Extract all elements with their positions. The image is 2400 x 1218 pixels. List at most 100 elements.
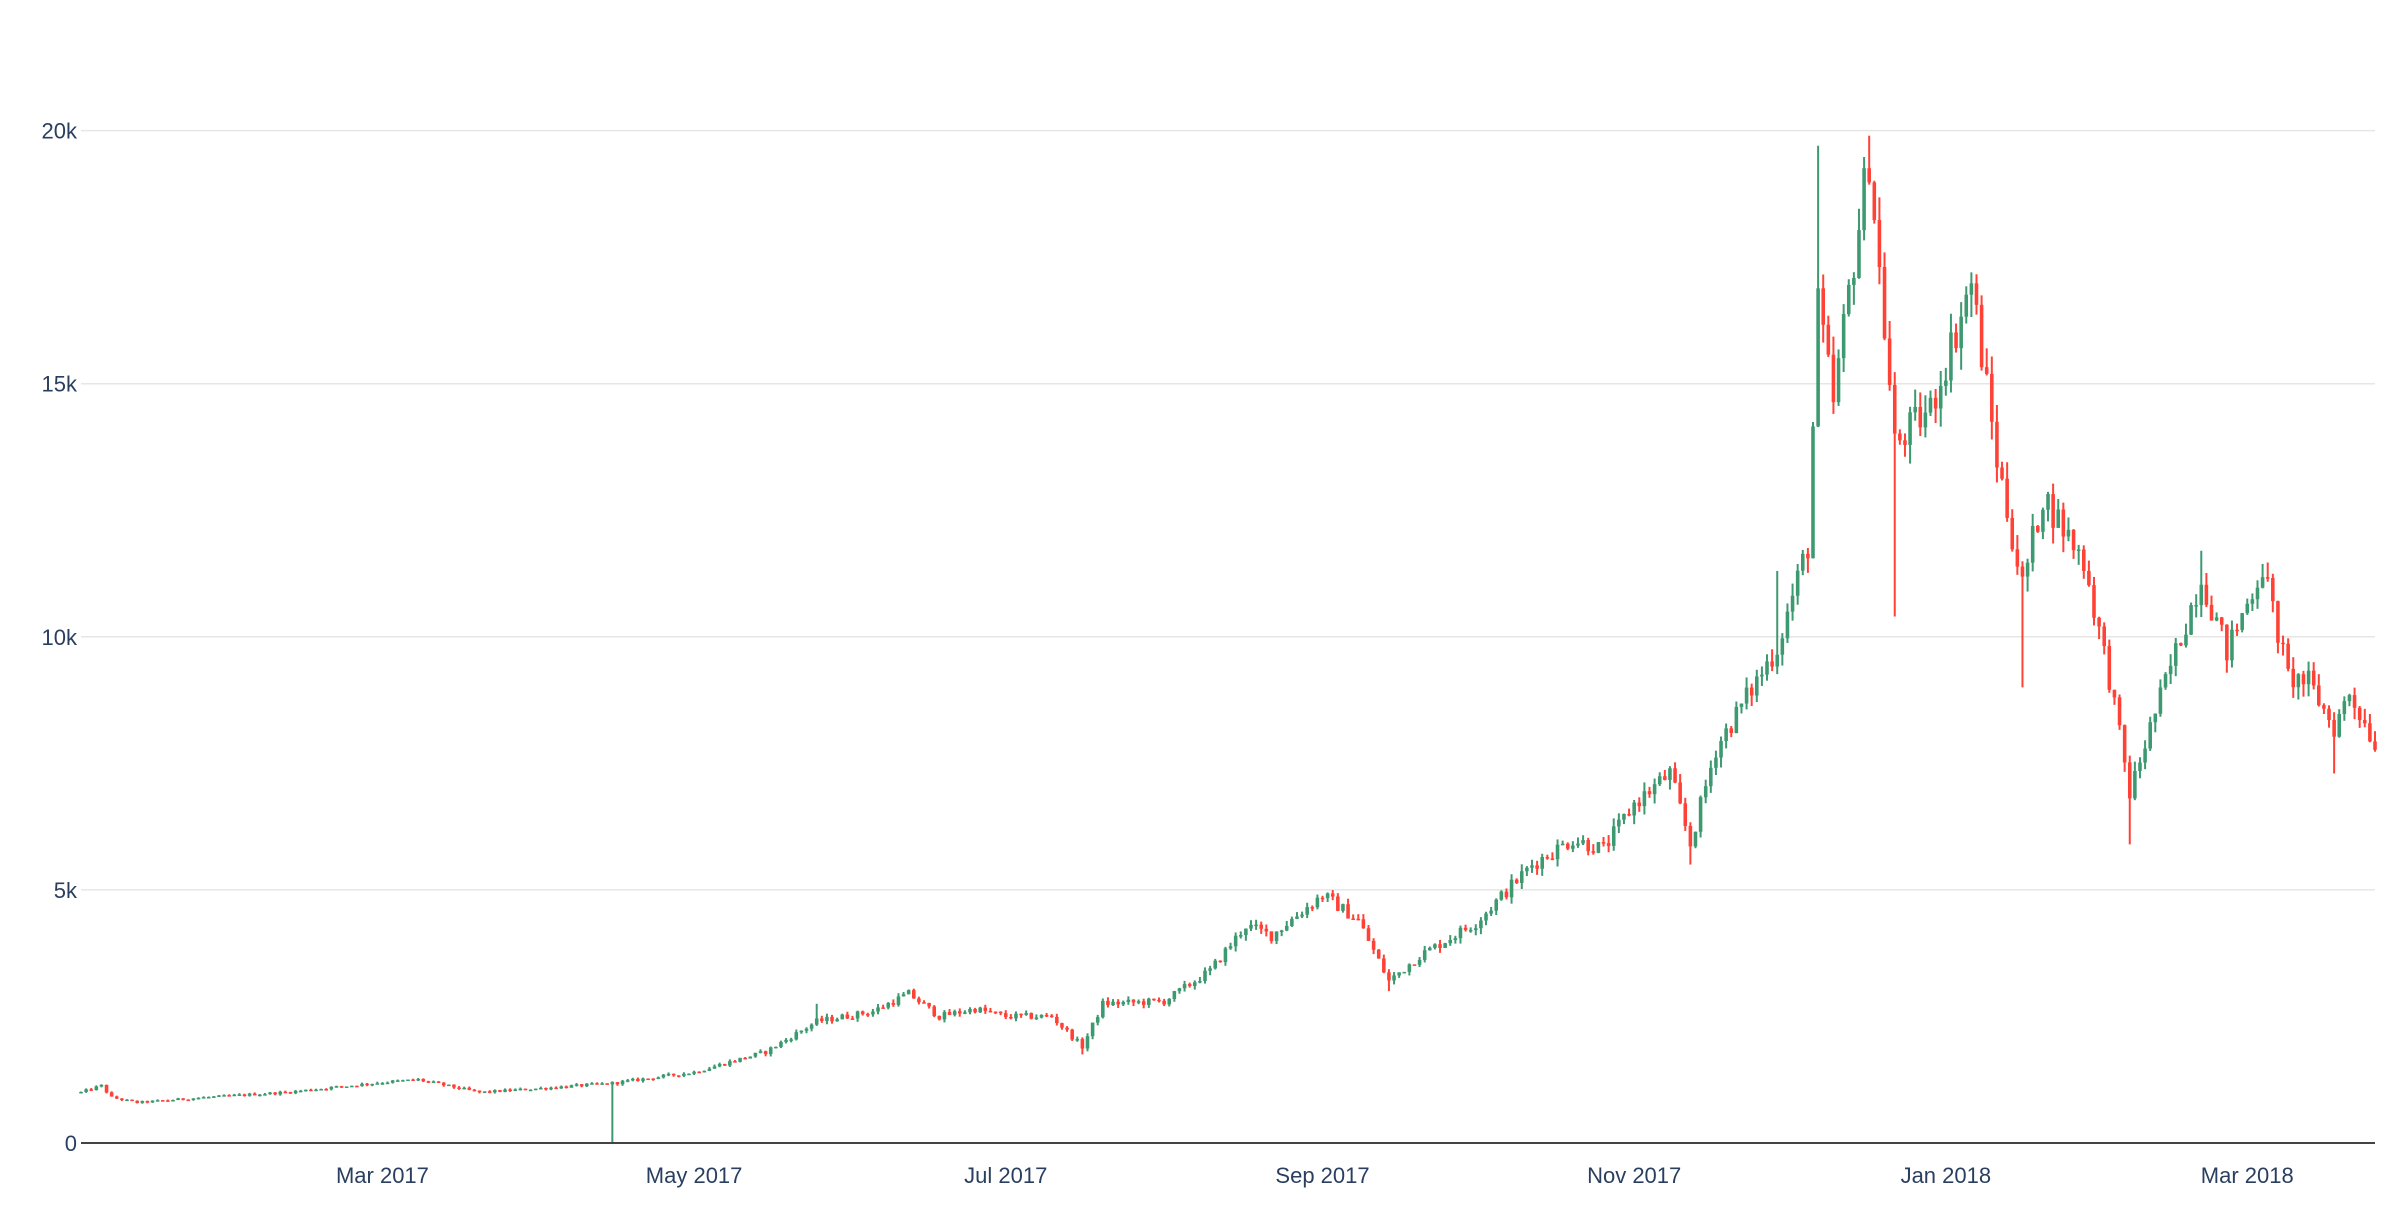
candle-body (1223, 948, 1228, 963)
candle-increasing (738, 1057, 742, 1063)
candle-body (1489, 910, 1493, 914)
candle-decreasing (2276, 600, 2280, 654)
candle-body (676, 1075, 681, 1077)
candle-decreasing (860, 1010, 865, 1016)
candle-decreasing (544, 1087, 548, 1091)
candle-decreasing (166, 1099, 170, 1102)
candle-increasing (1611, 818, 1616, 851)
candle-body (2230, 629, 2234, 661)
candle-body (304, 1089, 308, 1092)
candle-body (1954, 332, 1958, 349)
candle-decreasing (722, 1063, 727, 1066)
candle-decreasing (283, 1090, 288, 1094)
candle-increasing (150, 1100, 155, 1103)
candle-body (1770, 661, 1774, 667)
candle-increasing (549, 1086, 553, 1091)
candle-body (252, 1093, 257, 1096)
candle-body (1157, 999, 1161, 1002)
candle-increasing (906, 989, 911, 995)
candle-decreasing (2291, 657, 2296, 698)
candle-increasing (1525, 866, 1529, 877)
candle-decreasing (2071, 529, 2076, 559)
candle-increasing (293, 1089, 298, 1095)
candle-body (646, 1078, 650, 1081)
candle-body (1361, 919, 1366, 929)
candle-increasing (1862, 156, 1866, 241)
candle-body (595, 1083, 599, 1085)
candle-increasing (574, 1083, 579, 1087)
candle-increasing (2148, 716, 2152, 751)
candle-body (1049, 1015, 1054, 1018)
candle-decreasing (937, 1015, 942, 1021)
candle-body (298, 1090, 303, 1093)
candle-decreasing (130, 1099, 134, 1102)
candle-body (1177, 988, 1182, 992)
candle-increasing (2168, 654, 2173, 684)
candle-decreasing (1044, 1012, 1049, 1017)
candle-body (2286, 643, 2290, 669)
candle-body (1545, 857, 1550, 859)
candle-body (871, 1011, 875, 1015)
candle-body (472, 1089, 477, 1092)
candle-increasing (416, 1077, 420, 1082)
candle-increasing (1489, 906, 1493, 916)
candle-body (1213, 960, 1218, 969)
candle-body (258, 1094, 262, 1097)
candle-body (564, 1086, 569, 1088)
candle-body (917, 998, 921, 1003)
candle-body (2219, 617, 2224, 625)
candle-body (329, 1086, 334, 1090)
candle-body (2025, 562, 2030, 577)
candle-decreasing (2000, 461, 2004, 481)
candle-body (1846, 284, 1851, 315)
candle-increasing (728, 1059, 732, 1067)
candle-increasing (370, 1083, 375, 1087)
candle-decreasing (845, 1011, 850, 1020)
x-tick-label: Nov 2017 (1587, 1163, 1681, 1188)
candle-decreasing (1412, 964, 1417, 966)
candle-increasing (2076, 544, 2081, 565)
candle-body (1555, 844, 1560, 860)
candle-body (401, 1080, 405, 1082)
candle-body (293, 1090, 298, 1094)
candle-body (717, 1064, 722, 1067)
candle-body (503, 1089, 507, 1092)
candle-increasing (774, 1046, 778, 1049)
candle-body (1320, 897, 1325, 900)
candle-increasing (804, 1027, 809, 1034)
candle-body (1300, 914, 1304, 917)
candle-decreasing (676, 1075, 681, 1078)
candle-decreasing (1892, 372, 1897, 617)
candle-body (508, 1089, 512, 1092)
candle-decreasing (1933, 388, 1938, 424)
candle-increasing (2194, 594, 2198, 618)
candle-body (370, 1083, 375, 1086)
candle-decreasing (186, 1099, 191, 1102)
candle-decreasing (1320, 895, 1325, 902)
candle-body (1034, 1017, 1039, 1019)
candle-increasing (2173, 637, 2178, 677)
candle-body (2327, 708, 2331, 720)
candle-body (1898, 433, 1902, 441)
candle-body (1790, 595, 1795, 612)
candle-body (1095, 1017, 1100, 1023)
candle-body (528, 1089, 533, 1092)
candle-body (283, 1091, 288, 1094)
candle-increasing (625, 1079, 630, 1083)
candle-body (390, 1080, 395, 1083)
candle-increasing (753, 1052, 758, 1058)
candle-decreasing (365, 1082, 369, 1087)
candle-increasing (2163, 672, 2168, 690)
candle-body (232, 1094, 237, 1097)
candle-body (1933, 397, 1938, 409)
candle-body (840, 1014, 845, 1020)
candle-body (1800, 553, 1805, 571)
candle-increasing (1765, 654, 1769, 681)
candle-body (1075, 1039, 1080, 1041)
candle-body (2291, 668, 2296, 688)
candle-body (2051, 494, 2055, 528)
candle-increasing (1622, 813, 1626, 825)
candle-body (2250, 599, 2255, 604)
candle-body (922, 1002, 926, 1004)
